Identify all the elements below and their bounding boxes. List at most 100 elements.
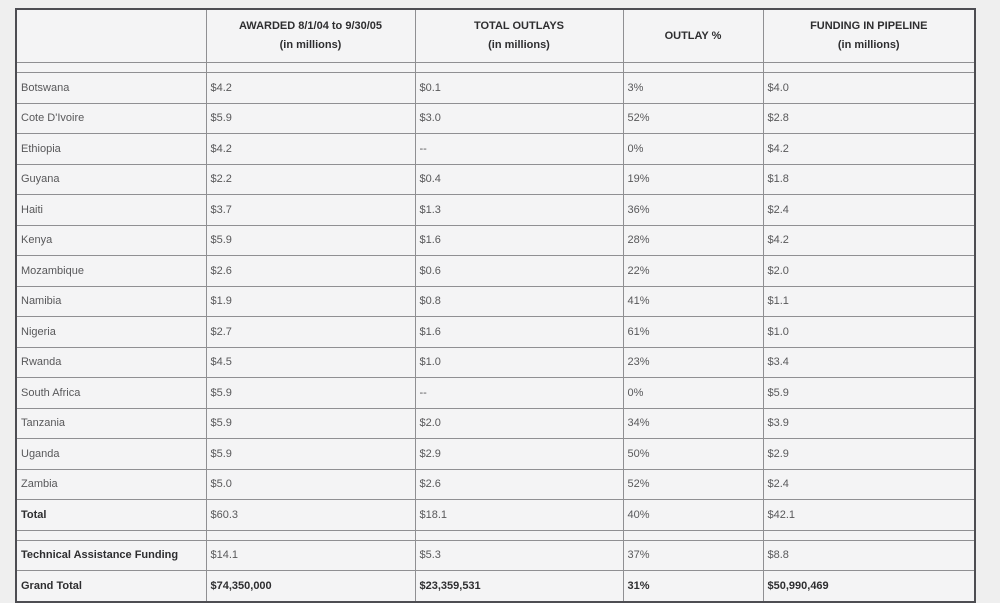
- funding-pipeline-cell: $2.9: [762, 438, 976, 470]
- row-label-cell: South Africa: [15, 377, 207, 409]
- total-outlays-cell: [414, 529, 624, 541]
- total-outlays-cell: $0.6: [414, 255, 624, 287]
- outlay-pct-cell: 31%: [622, 570, 764, 602]
- funding-pipeline-cell: $2.4: [762, 468, 976, 500]
- total-outlays-cell: $1.0: [414, 346, 624, 378]
- outlay-pct-cell: 28%: [622, 224, 764, 256]
- total-outlays-cell: --: [414, 377, 624, 409]
- funding-pipeline-cell: $1.0: [762, 316, 976, 348]
- header-cell-empty: [15, 8, 207, 63]
- total-outlays-cell: $2.9: [414, 438, 624, 470]
- funding-pipeline-cell: $42.1: [762, 499, 976, 531]
- row-label-cell: Tanzania: [15, 407, 207, 439]
- outlay-pct-cell: 22%: [622, 255, 764, 287]
- row-label-cell: Namibia: [15, 285, 207, 317]
- table-row: Namibia $1.9 $0.8 41% $1.1: [15, 285, 976, 317]
- funding-pipeline-cell: $8.8: [762, 539, 976, 571]
- header-label: OUTLAY %: [664, 29, 722, 42]
- header-cell-funding-pipeline: FUNDING IN PIPELINE (in millions): [762, 8, 976, 63]
- row-label-cell: Kenya: [15, 224, 207, 256]
- total-outlays-cell: $2.6: [414, 468, 624, 500]
- row-label-cell: Total: [15, 499, 207, 531]
- funding-pipeline-cell: $4.2: [762, 133, 976, 165]
- awarded-cell: $4.2: [205, 133, 416, 165]
- table-row: Uganda $5.9 $2.9 50% $2.9: [15, 438, 976, 470]
- row-label-cell: Nigeria: [15, 316, 207, 348]
- awarded-cell: $2.2: [205, 163, 416, 195]
- awarded-cell: $1.9: [205, 285, 416, 317]
- table-row: Kenya $5.9 $1.6 28% $4.2: [15, 224, 976, 256]
- total-outlays-cell: $3.0: [414, 102, 624, 134]
- table-row: Guyana $2.2 $0.4 19% $1.8: [15, 163, 976, 195]
- spacer-row: [15, 62, 976, 73]
- outlay-pct-cell: 36%: [622, 194, 764, 226]
- table-row: Cote D'Ivoire $5.9 $3.0 52% $2.8: [15, 102, 976, 134]
- funding-report-table: AWARDED 8/1/04 to 9/30/05 (in millions) …: [15, 8, 976, 603]
- row-label-cell: Botswana: [15, 72, 207, 104]
- header-sublabel: (in millions): [837, 39, 900, 51]
- row-label-cell: Haiti: [15, 194, 207, 226]
- total-outlays-cell: $2.0: [414, 407, 624, 439]
- funding-pipeline-cell: $2.0: [762, 255, 976, 287]
- awarded-cell: $74,350,000: [205, 570, 416, 602]
- outlay-pct-cell: [622, 529, 764, 541]
- funding-pipeline-cell: [762, 529, 976, 541]
- funding-pipeline-cell: $3.9: [762, 407, 976, 439]
- row-label-cell: Cote D'Ivoire: [15, 102, 207, 134]
- outlay-pct-cell: 0%: [622, 377, 764, 409]
- header-label: FUNDING IN PIPELINE: [810, 20, 928, 33]
- funding-pipeline-cell: $1.8: [762, 163, 976, 195]
- awarded-cell: $5.0: [205, 468, 416, 500]
- table-row: Total $60.3 $18.1 40% $42.1: [15, 499, 976, 531]
- awarded-cell: $3.7: [205, 194, 416, 226]
- row-label-cell: Grand Total: [15, 570, 207, 602]
- header-sublabel: (in millions): [279, 39, 342, 51]
- header-label: AWARDED 8/1/04 to 9/30/05: [238, 20, 383, 33]
- table-row: Botswana $4.2 $0.1 3% $4.0: [15, 72, 976, 104]
- row-label-cell: Ethiopia: [15, 133, 207, 165]
- header-cell-total-outlays: TOTAL OUTLAYS (in millions): [414, 8, 624, 63]
- table-row: South Africa $5.9 -- 0% $5.9: [15, 377, 976, 409]
- spacer-row: [15, 529, 976, 541]
- table-row: Zambia $5.0 $2.6 52% $2.4: [15, 468, 976, 500]
- row-label-cell: Mozambique: [15, 255, 207, 287]
- outlay-pct-cell: 52%: [622, 468, 764, 500]
- total-outlays-cell: $0.4: [414, 163, 624, 195]
- outlay-pct-cell: 50%: [622, 438, 764, 470]
- awarded-cell: $5.9: [205, 377, 416, 409]
- total-outlays-cell: $0.8: [414, 285, 624, 317]
- awarded-cell: $2.7: [205, 316, 416, 348]
- row-label-cell: Technical Assistance Funding: [15, 539, 207, 571]
- outlay-pct-cell: 37%: [622, 539, 764, 571]
- outlay-pct-cell: 19%: [622, 163, 764, 195]
- total-outlays-cell: $1.3: [414, 194, 624, 226]
- header-sublabel: (in millions): [488, 39, 550, 51]
- total-outlays-cell: --: [414, 133, 624, 165]
- table-row: Rwanda $4.5 $1.0 23% $3.4: [15, 346, 976, 378]
- awarded-cell: $4.2: [205, 72, 416, 104]
- table-row: Mozambique $2.6 $0.6 22% $2.0: [15, 255, 976, 287]
- table-row: Ethiopia $4.2 -- 0% $4.2: [15, 133, 976, 165]
- funding-pipeline-cell: $4.2: [762, 224, 976, 256]
- outlay-pct-cell: 0%: [622, 133, 764, 165]
- table-row: Nigeria $2.7 $1.6 61% $1.0: [15, 316, 976, 348]
- funding-report-table-container: AWARDED 8/1/04 to 9/30/05 (in millions) …: [15, 8, 976, 603]
- table-row: Grand Total $74,350,000 $23,359,531 31% $50,…: [15, 570, 976, 602]
- awarded-cell: $60.3: [205, 499, 416, 531]
- outlay-pct-cell: 41%: [622, 285, 764, 317]
- total-outlays-cell: $5.3: [414, 539, 624, 571]
- total-outlays-cell: $1.6: [414, 316, 624, 348]
- funding-pipeline-cell: $50,990,469: [762, 570, 976, 602]
- table-row: Haiti $3.7 $1.3 36% $2.4: [15, 194, 976, 226]
- funding-pipeline-cell: $2.8: [762, 102, 976, 134]
- awarded-cell: $4.5: [205, 346, 416, 378]
- row-label-cell: Rwanda: [15, 346, 207, 378]
- funding-pipeline-cell: $2.4: [762, 194, 976, 226]
- outlay-pct-cell: 23%: [622, 346, 764, 378]
- outlay-pct-cell: 52%: [622, 102, 764, 134]
- table-row: Tanzania $5.9 $2.0 34% $3.9: [15, 407, 976, 439]
- header-cell-outlay-pct: OUTLAY %: [622, 8, 764, 63]
- funding-pipeline-cell: $4.0: [762, 72, 976, 104]
- outlay-pct-cell: 3%: [622, 72, 764, 104]
- awarded-cell: $5.9: [205, 102, 416, 134]
